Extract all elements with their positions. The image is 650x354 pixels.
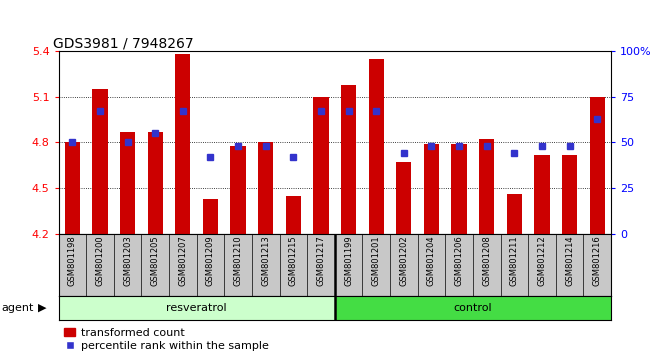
Text: GSM801216: GSM801216	[593, 235, 602, 286]
Legend: transformed count, percentile rank within the sample: transformed count, percentile rank withi…	[64, 328, 268, 351]
Bar	[58, 296, 335, 320]
Bar	[286, 196, 301, 234]
Text: GSM801209: GSM801209	[206, 235, 215, 286]
Bar	[313, 97, 328, 234]
Text: GSM801202: GSM801202	[399, 235, 408, 286]
Bar	[452, 144, 467, 234]
Bar	[369, 59, 383, 234]
Text: agent: agent	[1, 303, 34, 313]
Text: GSM801212: GSM801212	[538, 235, 547, 286]
Bar	[231, 145, 246, 234]
Bar	[176, 55, 190, 234]
Text: GSM801205: GSM801205	[151, 235, 160, 286]
Text: GSM801215: GSM801215	[289, 235, 298, 286]
Bar	[120, 132, 135, 234]
Text: GSM801199: GSM801199	[344, 235, 353, 286]
Bar	[534, 155, 549, 234]
Text: GSM801198: GSM801198	[68, 235, 77, 286]
Bar	[479, 139, 494, 234]
Bar	[396, 162, 411, 234]
Bar	[258, 143, 273, 234]
Bar	[424, 144, 439, 234]
Text: GSM801207: GSM801207	[178, 235, 187, 286]
Text: GSM801201: GSM801201	[372, 235, 381, 286]
Bar	[92, 89, 107, 234]
Text: GSM801204: GSM801204	[427, 235, 436, 286]
Text: GSM801208: GSM801208	[482, 235, 491, 286]
Text: GSM801206: GSM801206	[454, 235, 463, 286]
Bar	[148, 132, 162, 234]
Bar	[335, 296, 611, 320]
Text: GSM801217: GSM801217	[317, 235, 326, 286]
Text: GSM801203: GSM801203	[123, 235, 132, 286]
Bar	[562, 155, 577, 234]
Text: control: control	[454, 303, 492, 313]
Bar	[590, 97, 605, 234]
Bar	[203, 199, 218, 234]
Text: GSM801213: GSM801213	[261, 235, 270, 286]
Text: resveratrol: resveratrol	[166, 303, 227, 313]
Bar	[341, 85, 356, 234]
Text: GSM801210: GSM801210	[233, 235, 242, 286]
Text: GDS3981 / 7948267: GDS3981 / 7948267	[53, 36, 194, 50]
Text: GSM801200: GSM801200	[96, 235, 105, 286]
Bar	[507, 194, 522, 234]
Text: ▶: ▶	[38, 303, 46, 313]
Bar	[65, 143, 80, 234]
Text: GSM801214: GSM801214	[565, 235, 574, 286]
Text: GSM801211: GSM801211	[510, 235, 519, 286]
